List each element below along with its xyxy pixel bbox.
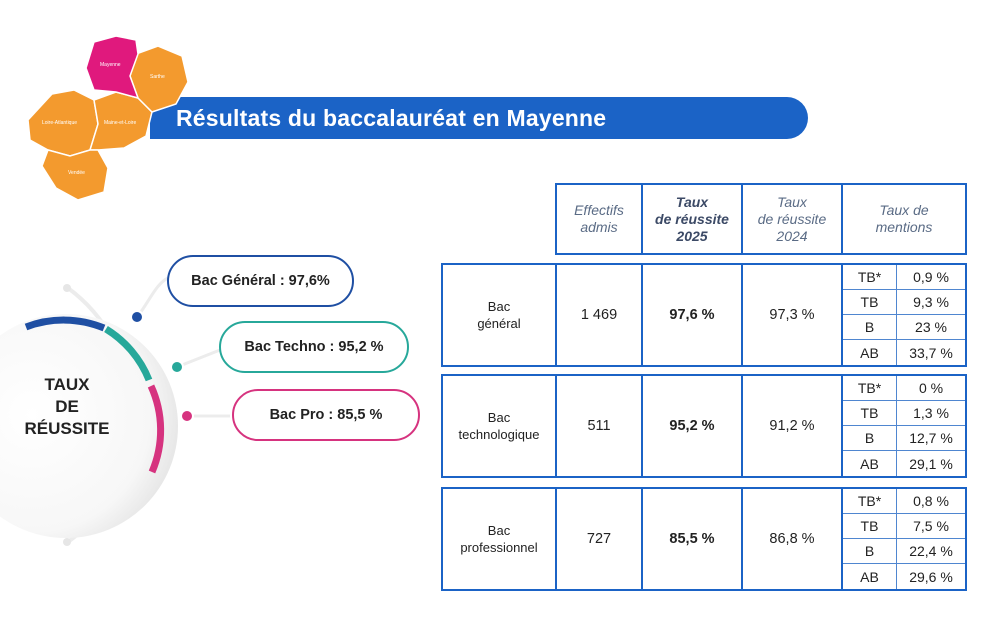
mention-value: 0,9 % xyxy=(913,269,949,285)
mention-row: B 12,7 % xyxy=(843,426,965,451)
title-banner xyxy=(150,97,808,139)
mention-label: B xyxy=(843,315,897,339)
mention-row: TB* 0 % xyxy=(843,376,965,401)
mention-value: 29,1 % xyxy=(909,455,953,472)
mention-value: 33,7 % xyxy=(909,344,953,361)
mention-row: B 22,4 % xyxy=(843,539,965,564)
header-mentions: Taux de mentions xyxy=(841,183,967,255)
mention-row: AB 29,1 % xyxy=(843,451,965,476)
svg-text:Maine-et-Loire: Maine-et-Loire xyxy=(104,120,136,126)
mention-label: TB xyxy=(843,401,897,425)
gauge-track-dot-top xyxy=(63,284,71,292)
marker-general xyxy=(130,310,144,324)
marker-pro xyxy=(180,409,194,423)
map-region-mayenne xyxy=(85,35,140,100)
mention-label: TB* xyxy=(843,489,897,513)
pill-bac-pro: Bac Pro : 85,5 % xyxy=(232,389,420,441)
mention-value: 9,3 % xyxy=(913,294,949,310)
mention-value: 29,6 % xyxy=(909,568,953,585)
gauge-label: TAUX DE RÉUSSITE xyxy=(24,375,110,438)
taux2025-bac-techno: 95,2 % xyxy=(641,374,743,478)
mention-label: TB xyxy=(843,514,897,538)
marker-techno xyxy=(170,360,184,374)
mention-value: 1,3 % xyxy=(913,405,949,421)
mentions-bac-general: TB* 0,9 % TB 9,3 % B 23 % AB 33,7 % xyxy=(841,263,967,367)
mention-value: 23 % xyxy=(915,319,947,335)
row-label-bac-general: Bac général xyxy=(441,263,557,367)
mention-value: 12,7 % xyxy=(909,430,953,446)
mention-value: 7,5 % xyxy=(913,518,949,534)
mention-value: 22,4 % xyxy=(909,543,953,559)
mention-value: 0 % xyxy=(918,380,944,396)
pill-bac-general: Bac Général : 97,6% xyxy=(167,255,354,307)
svg-text:Vendée: Vendée xyxy=(68,170,85,176)
mention-value: 0,8 % xyxy=(913,493,949,509)
effectifs-bac-general: 1 469 xyxy=(555,263,643,367)
success-rate-gauge xyxy=(0,276,230,546)
connector-techno xyxy=(176,348,221,369)
mention-row: TB* 0,9 % xyxy=(843,265,965,290)
mention-label: B xyxy=(843,426,897,450)
region-map: Mayenne Sarthe Loire-Atlantique Maine-et… xyxy=(27,35,189,201)
mention-row: TB 7,5 % xyxy=(843,514,965,539)
taux2025-bac-pro: 85,5 % xyxy=(641,487,743,591)
mention-row: TB 1,3 % xyxy=(843,401,965,426)
header-taux-2024: Taux de réussite 2024 xyxy=(741,183,843,255)
page-title: Résultats du baccalauréat en Mayenne xyxy=(176,105,607,131)
effectifs-bac-techno: 511 xyxy=(555,374,643,478)
svg-text:Loire-Atlantique: Loire-Atlantique xyxy=(42,120,77,126)
taux2024-bac-techno: 91,2 % xyxy=(741,374,843,478)
taux2024-bac-general: 97,3 % xyxy=(741,263,843,367)
taux2025-bac-general: 97,6 % xyxy=(641,263,743,367)
svg-text:Sarthe: Sarthe xyxy=(150,74,165,80)
svg-text:Mayenne: Mayenne xyxy=(100,62,121,68)
pill-bac-techno: Bac Techno : 95,2 % xyxy=(219,321,409,373)
mention-label: TB xyxy=(843,290,897,314)
mention-label: B xyxy=(843,539,897,563)
map-region-vendee xyxy=(41,149,109,201)
gauge-arc-techno xyxy=(104,326,153,382)
mention-label: TB* xyxy=(843,376,897,400)
mention-row: TB* 0,8 % xyxy=(843,489,965,514)
gauge-arc-general xyxy=(24,316,106,332)
mention-label: AB xyxy=(843,564,897,589)
mention-label: AB xyxy=(843,451,897,476)
mention-label: TB* xyxy=(843,265,897,289)
mention-row: AB 33,7 % xyxy=(843,340,965,365)
gauge-track-dot-bottom xyxy=(63,538,71,546)
effectifs-bac-pro: 727 xyxy=(555,487,643,591)
header-taux-2025: Taux de réussite 2025 xyxy=(641,183,743,255)
connector-general xyxy=(136,276,169,317)
header-effectifs: Effectifs admis xyxy=(555,183,643,255)
gauge-arc-pro xyxy=(147,384,165,474)
mention-row: AB 29,6 % xyxy=(843,564,965,589)
mentions-bac-pro: TB* 0,8 % TB 7,5 % B 22,4 % AB 29,6 % xyxy=(841,487,967,591)
mention-row: TB 9,3 % xyxy=(843,290,965,315)
row-label-bac-pro: Bac professionnel xyxy=(441,487,557,591)
mention-row: B 23 % xyxy=(843,315,965,340)
row-label-bac-techno: Bac technologique xyxy=(441,374,557,478)
gauge-disc xyxy=(0,314,178,538)
mention-label: AB xyxy=(843,340,897,365)
taux2024-bac-pro: 86,8 % xyxy=(741,487,843,591)
mentions-bac-techno: TB* 0 % TB 1,3 % B 12,7 % AB 29,1 % xyxy=(841,374,967,478)
